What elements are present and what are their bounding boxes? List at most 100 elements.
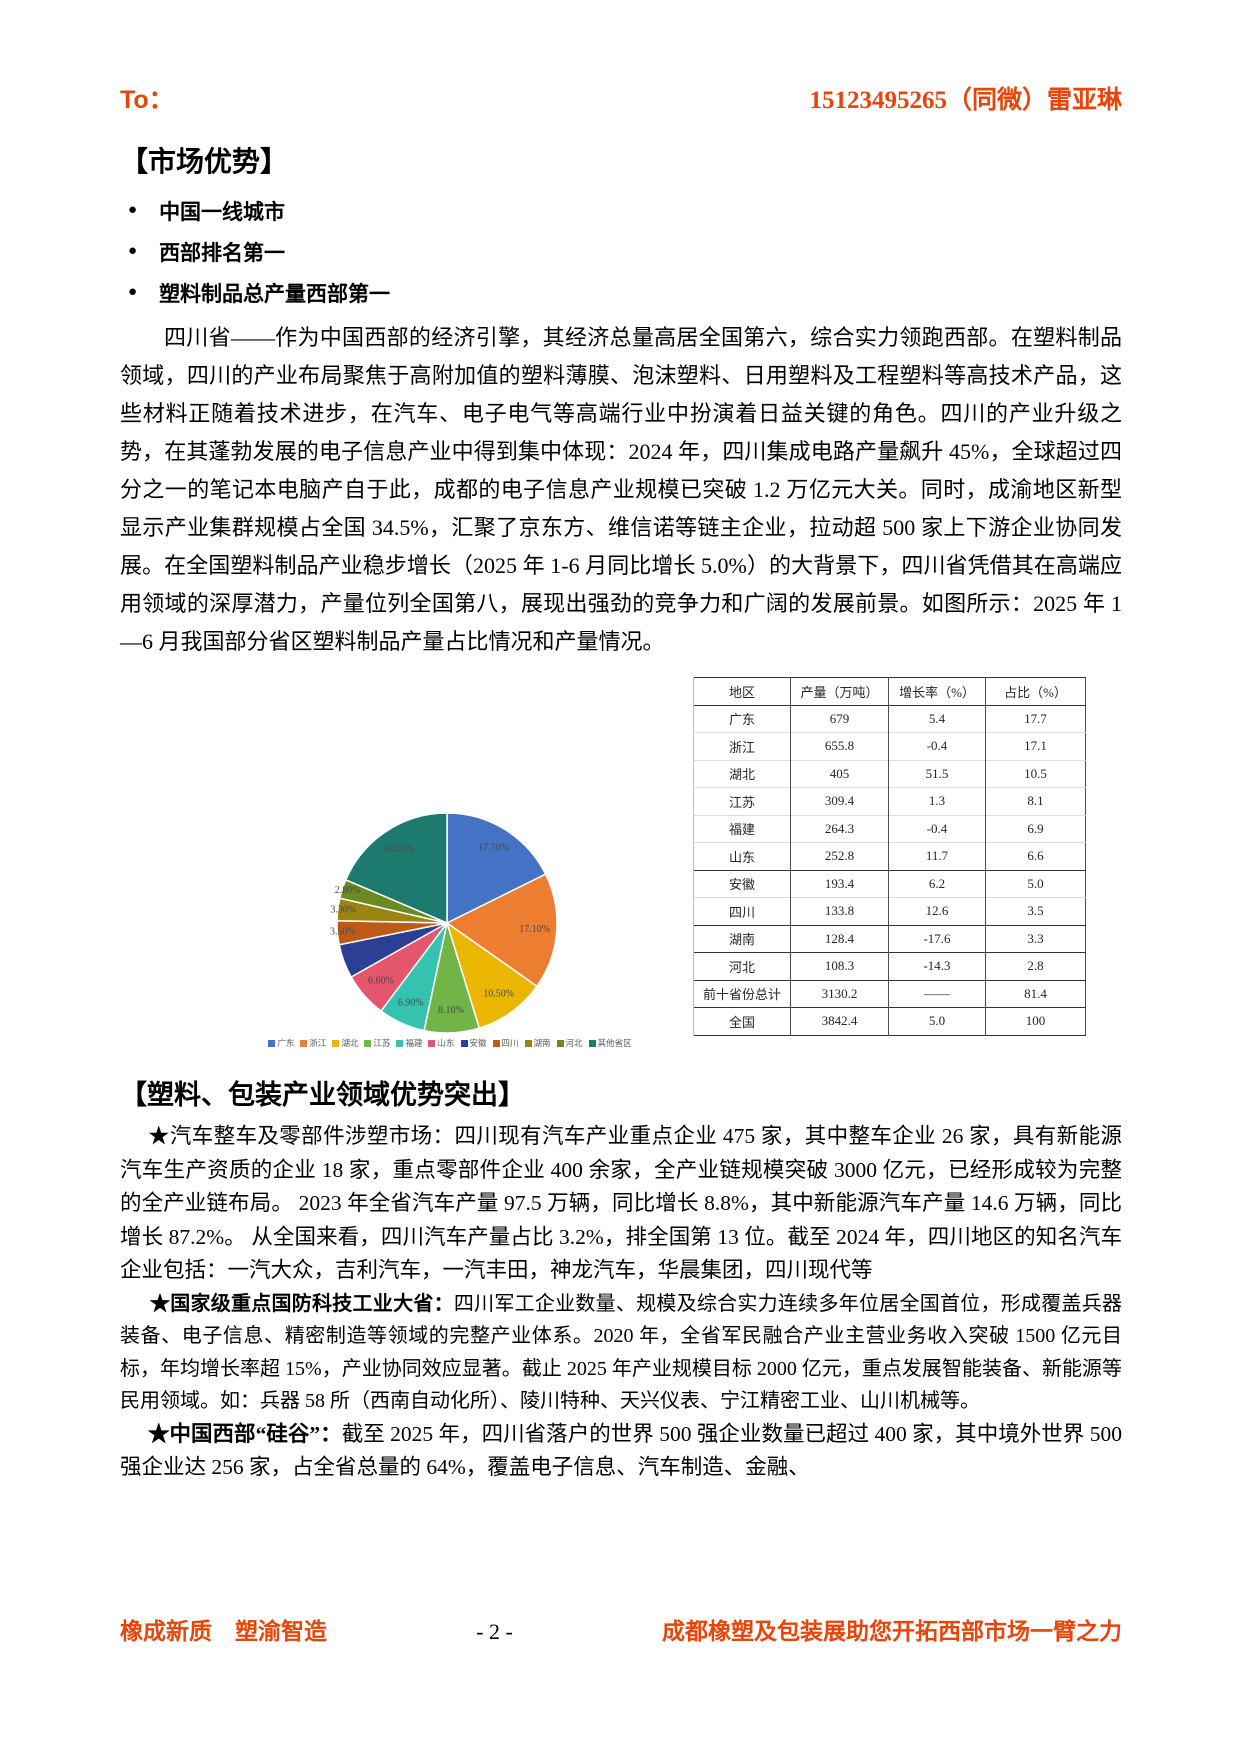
- table-cell: -0.4: [888, 815, 986, 843]
- bullet-item-plastics-output: ● 塑料制品总产量西部第一: [120, 272, 1122, 313]
- legend-label: 江苏: [373, 1038, 391, 1048]
- table-cell: 安徽: [693, 870, 791, 898]
- pie-slice-label: 8.10%: [438, 1005, 464, 1016]
- table-cell: 3130.2: [790, 980, 889, 1008]
- table-row: 广东 679 5.4 17.7: [693, 705, 1086, 733]
- pie-slice-label: 17.10%: [519, 924, 550, 935]
- table-cell: 江苏: [693, 787, 791, 815]
- bullet-dot-icon: ●: [128, 284, 138, 300]
- pie-slice-广东: [446, 812, 547, 925]
- table-cell: 1.3: [888, 787, 986, 815]
- production-table-head: 地区 产量（万吨） 增长率（%） 占比（%）: [693, 677, 1086, 705]
- advantage-text: 四川军工企业数量、规模及综合实力连续多年位居全国首位，形成覆盖兵器装备、电子信息…: [120, 1292, 1123, 1413]
- table-cell: -14.3: [888, 952, 986, 980]
- legend-label: 广东: [277, 1038, 295, 1048]
- legend-swatch-icon: [428, 1039, 436, 1047]
- legend-item: 山东: [428, 1037, 455, 1049]
- legend-item: 四川: [492, 1037, 519, 1049]
- table-row: 山东 252.8 11.7 6.6: [693, 842, 1086, 870]
- table-header-cell: 增长率（%）: [888, 677, 986, 705]
- intro-paragraph: 四川省——作为中国西部的经济引擎，其经济总量高居全国第六，综合实力领跑西部。在塑…: [120, 325, 1122, 654]
- contact-phone: 15123495265（同微）雷亚琳: [809, 87, 1122, 114]
- legend-swatch-icon: [268, 1039, 276, 1047]
- table-header-cell: 产量（万吨）: [790, 677, 889, 705]
- legend-label: 四川: [501, 1038, 519, 1048]
- table-cell: 山东: [693, 842, 791, 870]
- advantage-item-auto: ★汽车整车及零部件涉塑市场：四川现有汽车产业重点企业 475 家，其中整车企业 …: [120, 1120, 1122, 1288]
- legend-item: 河北: [556, 1037, 583, 1049]
- table-header-cell: 占比（%）: [985, 677, 1086, 705]
- table-cell: 679: [790, 705, 889, 733]
- page-number: - 2 -: [476, 1619, 513, 1644]
- bullet-item-west-rank: ● 西部排名第一: [120, 231, 1122, 272]
- legend-item: 其他省区: [588, 1037, 632, 1049]
- pie-chart: 17.70% 17.10% 10.50% 8.10% 6.90% 6.60% 3.50% 3.…: [330, 812, 558, 1034]
- table-cell: 2.8: [985, 952, 1086, 980]
- legend-label: 福建: [405, 1038, 423, 1048]
- page-footer: 橡成新质 塑渝智造 - 2 - 成都橡塑及包装展助您开拓西部市场一臂之力: [120, 1612, 1122, 1646]
- table-cell: 8.1: [985, 787, 1086, 815]
- table-cell: 12.6: [888, 897, 986, 925]
- legend-swatch-icon: [332, 1039, 340, 1047]
- table-cell: 湖南: [693, 925, 791, 953]
- legend-item: 湖南: [524, 1037, 551, 1049]
- pie-slice-label: 3.50%: [330, 927, 356, 938]
- table-cell: 264.3: [790, 815, 889, 843]
- table-cell: 全国: [693, 1007, 791, 1035]
- table-cell: 6.9: [985, 815, 1086, 843]
- table-cell: 108.3: [790, 952, 889, 980]
- table-cell: 3842.4: [790, 1007, 889, 1035]
- legend-item: 安徽: [460, 1037, 487, 1049]
- table-row: 浙江 655.8 -0.4 17.1: [693, 732, 1086, 760]
- pie-slice-label: 6.90%: [398, 997, 424, 1008]
- bullet-dot-icon: ●: [128, 202, 138, 218]
- pie-slice-label: 6.60%: [368, 975, 394, 986]
- bullet-label: 中国一线城市: [159, 199, 286, 224]
- pie-slice-label: 18.60%: [383, 844, 414, 855]
- table-cell: 405: [790, 760, 889, 788]
- table-cell: -0.4: [888, 732, 986, 760]
- legend-item: 广东: [268, 1037, 294, 1049]
- production-figure: 17.70% 17.10% 10.50% 8.10% 6.90% 6.60% 3.50% 3.…: [120, 665, 1122, 1059]
- legend-swatch-icon: [300, 1039, 308, 1047]
- legend-label: 其他省区: [597, 1038, 632, 1048]
- market-bullet-list: ● 中国一线城市 ● 西部排名第一 ● 塑料制品总产量西部第一: [120, 190, 1122, 313]
- table-cell: 浙江: [693, 732, 791, 760]
- bullet-dot-icon: ●: [128, 243, 138, 259]
- advantage-item-silicon-valley: ★中国西部“硅谷”：截至 2025 年，四川省落户的世界 500 强企业数量已超…: [120, 1418, 1122, 1485]
- pie-slice-其他省区: [344, 812, 448, 925]
- advantage-lead: ★国家级重点国防科技工业大省：: [150, 1292, 454, 1315]
- legend-swatch-icon: [588, 1039, 596, 1047]
- table-row: 全国 3842.4 5.0 100: [693, 1007, 1086, 1035]
- table-cell: 51.5: [888, 760, 986, 788]
- table-row: 江苏 309.4 1.3 8.1: [693, 787, 1086, 815]
- table-cell: 福建: [693, 815, 791, 843]
- page-header: To： 15123495265（同微）雷亚琳: [120, 80, 1122, 116]
- pie-slice-浙江: [445, 873, 558, 988]
- table-row: 河北 108.3 -14.3 2.8: [693, 952, 1086, 980]
- table-cell: 128.4: [790, 925, 889, 953]
- table-cell: ——: [888, 980, 986, 1008]
- table-cell: 81.4: [985, 980, 1086, 1008]
- table-cell: 广东: [693, 705, 791, 733]
- table-cell: 河北: [693, 952, 791, 980]
- pie-slice-label: 2.80%: [335, 885, 361, 896]
- to-label: To：: [120, 86, 174, 114]
- table-cell: 655.8: [790, 732, 889, 760]
- legend-swatch-icon: [524, 1039, 532, 1047]
- advantage-text: 截至 2025 年，四川省落户的世界 500 强企业数量已超过 400 家，其中…: [120, 1421, 1122, 1480]
- pie-slice-湖北: [445, 921, 538, 1030]
- legend-label: 安徽: [469, 1038, 487, 1048]
- table-cell: 133.8: [790, 897, 889, 925]
- table-cell: 10.5: [985, 760, 1086, 788]
- footer-slogan-left: 橡成新质 塑渝智造: [120, 1619, 327, 1644]
- table-cell: 100: [985, 1007, 1086, 1035]
- production-table: 地区 产量（万吨） 增长率（%） 占比（%） 广东 679 5.4 17.7 浙江 655.8-…: [693, 677, 1086, 1036]
- legend-label: 山东: [437, 1038, 455, 1048]
- legend-label: 河北: [565, 1038, 583, 1048]
- legend-item: 浙江: [300, 1037, 326, 1049]
- bullet-item-tier1-city: ● 中国一线城市: [120, 190, 1122, 231]
- pie-slice-label: 17.70%: [478, 842, 509, 853]
- table-cell: 3.5: [985, 897, 1086, 925]
